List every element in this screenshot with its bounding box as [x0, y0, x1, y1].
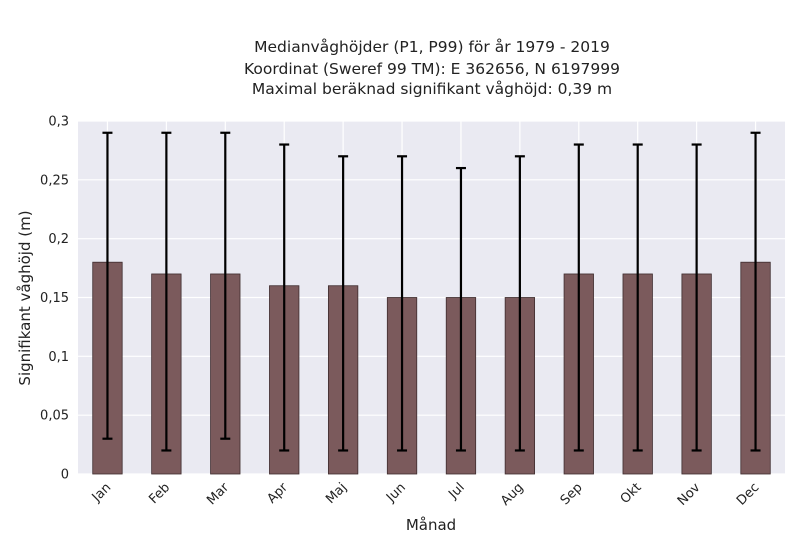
error-bar-aug	[514, 155, 525, 452]
chart-title: Medianvåghöjder (P1, P99) för år 1979 - …	[244, 38, 620, 98]
error-bar-mar	[220, 131, 231, 440]
x-tick-label-maj: Maj	[323, 480, 350, 507]
x-tick-label-jun: Jun	[383, 480, 409, 506]
x-tick-label-jul: Jul	[445, 480, 467, 502]
error-bar-jun	[397, 155, 408, 452]
error-bars	[102, 131, 761, 452]
x-axis-label: Månad	[406, 516, 456, 534]
y-tick-label: 0,1	[48, 350, 69, 365]
error-bar-okt	[632, 143, 643, 452]
y-tick-label: 0,15	[40, 291, 69, 306]
error-bar-nov	[691, 143, 702, 452]
x-tick-label-aug: Aug	[498, 480, 527, 509]
x-axis-ticks: Jan Feb Mar Apr Maj Jun Jul Aug Sep Okt Nov Dec	[89, 480, 763, 509]
x-tick-label-mar: Mar	[204, 480, 232, 508]
error-bar-jul	[455, 166, 466, 452]
title-line-1: Medianvåghöjder (P1, P99) för år 1979 - …	[254, 38, 610, 56]
error-bar-maj	[338, 155, 349, 452]
x-tick-label-sep: Sep	[558, 480, 586, 508]
error-bar-feb	[161, 131, 172, 452]
y-tick-label: 0	[61, 468, 69, 483]
y-tick-label: 0,3	[48, 115, 69, 130]
error-bar-jan	[102, 131, 113, 440]
x-tick-label-jan: Jan	[89, 480, 114, 505]
x-tick-label-okt: Okt	[618, 480, 645, 507]
y-tick-label: 0,25	[40, 173, 69, 188]
x-tick-label-feb: Feb	[146, 480, 173, 507]
y-tick-label: 0,05	[40, 409, 69, 424]
y-tick-label: 0,2	[48, 232, 69, 247]
y-axis-ticks: 0 0,05 0,1 0,15 0,2 0,25 0,3	[40, 115, 69, 483]
error-bar-dec	[750, 131, 761, 452]
x-tick-label-nov: Nov	[675, 480, 704, 509]
y-axis-label: Signifikant våghöjd (m)	[16, 210, 34, 385]
title-line-3: Maximal beräknad signifikant våghöjd: 0,…	[252, 80, 612, 98]
x-tick-label-apr: Apr	[265, 480, 292, 507]
error-bar-sep	[573, 143, 584, 452]
title-line-2: Koordinat (Sweref 99 TM): E 362656, N 61…	[244, 60, 620, 78]
x-tick-label-dec: Dec	[734, 480, 762, 508]
error-bar-apr	[279, 143, 290, 452]
